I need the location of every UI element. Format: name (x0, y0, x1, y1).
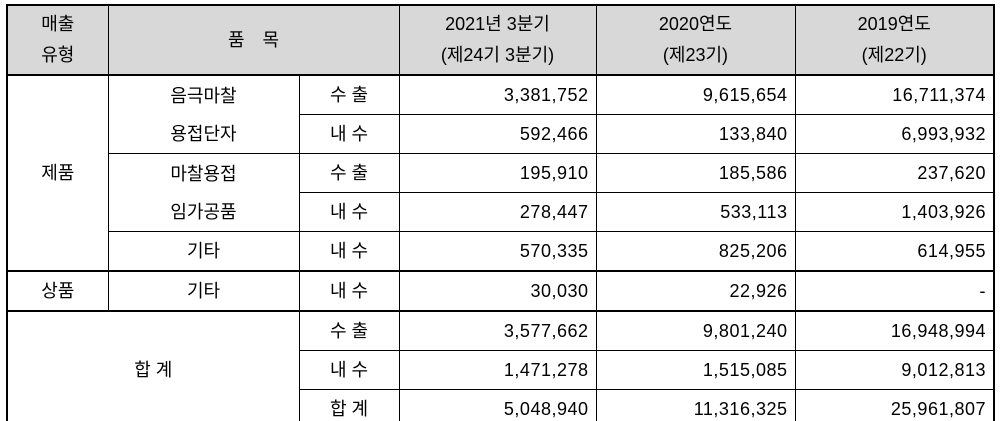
row-total-sum: 합 계 5,048,940 11,316,325 25,961,807 (7, 389, 995, 421)
cell-item-terminal: 음극마찰 용접단자 (107, 74, 300, 154)
header-item: 품 목 (107, 4, 400, 76)
cell-value-2021: 3,381,752 (398, 74, 597, 115)
row-product-terminal-domestic: 내 수 592,466 133,840 6,993,932 (7, 114, 995, 154)
row-product-other-domestic: 기타 내 수 570,335 825,206 614,955 (7, 231, 995, 272)
cell-value-2020: 9,615,654 (595, 74, 796, 115)
row-product-terminal-export: 제품 음극마찰 용접단자 수 출 3,381,752 9,615,654 16,… (6, 74, 995, 272)
row-total-domestic: 내 수 1,471,278 1,515,085 9,012,813 (7, 350, 995, 390)
cell-value-2019: 9,012,813 (794, 350, 995, 390)
row-goods-other-domestic: 상품 기타 내 수 30,030 22,926 - (6, 270, 995, 312)
cell-channel: 내 수 (298, 114, 400, 154)
cell-sales-type-product: 제품 (6, 74, 109, 272)
cell-sales-type-goods: 상품 (6, 270, 109, 312)
row-product-welding-domestic: 내 수 278,447 533,113 1,403,926 (7, 192, 995, 232)
cell-value-2019: 614,955 (794, 231, 995, 272)
cell-value-2021: 3,577,662 (398, 310, 597, 351)
cell-channel: 내 수 (298, 231, 400, 272)
cell-value-2020: 185,586 (595, 153, 796, 193)
cell-value-2020: 133,840 (595, 114, 796, 154)
cell-item-welding: 마찰용접 임가공품 (107, 153, 300, 232)
table-header: 매출 유형 품 목 2021년 3분기 (제24기 3분기) 2020연도 (제… (6, 4, 995, 76)
cell-value-2019: - (794, 270, 995, 312)
row-total-export: 합 계 수 출 3,577,662 9,801,240 16,948,994 (6, 310, 995, 421)
cell-value-2020: 1,515,085 (595, 350, 796, 390)
cell-value-2020: 11,316,325 (595, 389, 796, 421)
cell-value-2019: 1,403,926 (794, 192, 995, 232)
cell-value-2020: 825,206 (595, 231, 796, 272)
cell-value-2020: 22,926 (595, 270, 796, 312)
header-2021-q3: 2021년 3분기 (제24기 3분기) (398, 4, 597, 76)
cell-value-2021: 195,910 (398, 153, 597, 193)
cell-value-2019: 25,961,807 (794, 389, 995, 421)
header-2019: 2019연도 (제22기) (794, 4, 995, 76)
cell-channel: 수 출 (298, 310, 400, 351)
header-2020: 2020연도 (제23기) (595, 4, 796, 76)
cell-value-2019: 237,620 (794, 153, 995, 193)
cell-value-2021: 30,030 (398, 270, 597, 312)
cell-value-2019: 6,993,932 (794, 114, 995, 154)
header-row: 매출 유형 품 목 2021년 3분기 (제24기 3분기) 2020연도 (제… (6, 4, 995, 76)
cell-value-2021: 1,471,278 (398, 350, 597, 390)
sales-by-product-table: 매출 유형 품 목 2021년 3분기 (제24기 3분기) 2020연도 (제… (6, 4, 995, 421)
cell-item-other: 기타 (107, 270, 300, 312)
cell-channel: 내 수 (298, 350, 400, 390)
cell-value-2021: 570,335 (398, 231, 597, 272)
cell-value-2021: 5,048,940 (398, 389, 597, 421)
cell-value-2019: 16,948,994 (794, 310, 995, 351)
cell-channel: 합 계 (298, 389, 400, 421)
cell-value-2021: 278,447 (398, 192, 597, 232)
cell-value-2019: 16,711,374 (794, 74, 995, 115)
row-product-welding-export: 마찰용접 임가공품 수 출 195,910 185,586 237,620 (7, 153, 995, 232)
cell-value-2020: 533,113 (595, 192, 796, 232)
cell-channel: 수 출 (298, 74, 400, 115)
cell-channel: 수 출 (298, 153, 400, 193)
cell-item-other: 기타 (107, 231, 300, 272)
cell-total-label: 합 계 (6, 310, 300, 421)
cell-value-2021: 592,466 (398, 114, 597, 154)
cell-channel: 내 수 (298, 192, 400, 232)
table-body: 제품 음극마찰 용접단자 수 출 3,381,752 9,615,654 16,… (6, 74, 995, 421)
cell-channel: 내 수 (298, 270, 400, 312)
header-sales-type: 매출 유형 (6, 4, 109, 76)
cell-value-2020: 9,801,240 (595, 310, 796, 351)
